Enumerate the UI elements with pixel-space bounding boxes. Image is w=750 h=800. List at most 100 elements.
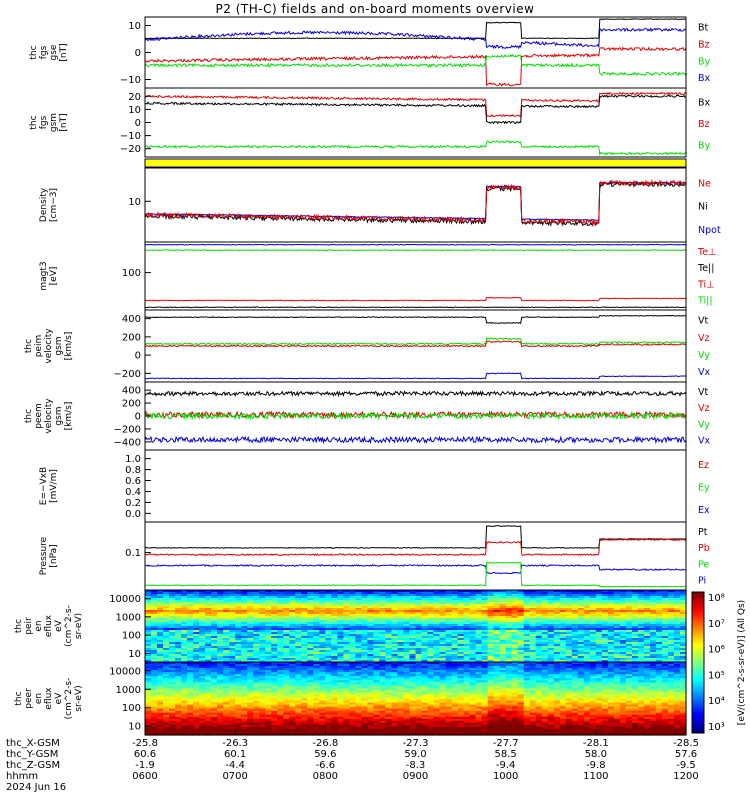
spectrogram-cell	[331, 632, 338, 635]
spectrogram-cell	[565, 600, 573, 603]
spectrogram-cell	[559, 620, 567, 623]
spectrogram-cell	[391, 678, 399, 681]
spectrogram-cell	[187, 682, 194, 685]
spectrogram-cell	[535, 624, 543, 627]
spectrogram-cell	[451, 656, 459, 659]
spectrogram-cell	[529, 656, 537, 659]
spectrogram-cell	[565, 682, 573, 685]
spectrogram-cell	[613, 670, 621, 673]
spectrogram-cell	[199, 670, 206, 673]
spectrogram-cell	[355, 648, 362, 651]
spectrogram-cell	[199, 618, 206, 621]
spectrogram-cell	[271, 642, 278, 645]
spectrogram-cell	[385, 658, 392, 661]
spectrogram-cell	[397, 606, 405, 609]
spectrogram-cell	[631, 694, 639, 697]
spectrogram-cell	[469, 658, 477, 661]
spectrogram-cell	[169, 608, 176, 611]
spectrogram-cell	[295, 634, 302, 637]
spectrogram-cell	[619, 696, 627, 700]
spectrogram-cell	[247, 590, 254, 593]
spectrogram-cell	[421, 652, 429, 655]
spectrogram-cell	[175, 640, 182, 643]
spectrogram-cell	[223, 688, 230, 691]
spectrogram-cell	[217, 686, 224, 689]
spectrogram-cell	[625, 620, 633, 623]
spectrogram-cell	[211, 700, 218, 704]
spectrogram-cell	[662, 654, 669, 657]
spectrogram-cell	[487, 676, 495, 679]
spectrogram-cell	[505, 610, 513, 613]
spectrogram-cell	[493, 680, 501, 683]
spectrogram-cell	[517, 664, 525, 667]
spectrogram-cell	[391, 672, 399, 675]
spectrogram-cell	[493, 596, 501, 599]
spectrogram-cell	[637, 600, 645, 603]
spectrogram-cell	[307, 646, 314, 649]
spectrogram-cell	[151, 692, 158, 695]
spectrogram-cell	[643, 682, 651, 685]
spectrogram-cell	[205, 608, 212, 611]
spectrogram-cell	[631, 684, 639, 687]
spectrogram-cell	[199, 652, 206, 655]
spectrogram-cell	[361, 662, 368, 665]
spectrogram-cell	[301, 590, 308, 593]
spectrogram-cell	[295, 598, 302, 601]
spectrogram-cell	[265, 684, 272, 687]
spectrogram-cell	[211, 658, 218, 661]
spectrogram-cell	[331, 692, 338, 695]
spectrogram-cell	[589, 624, 597, 627]
spectrogram-cell	[577, 628, 585, 631]
spectrogram-cell	[337, 636, 344, 639]
spectrogram-cell	[451, 636, 459, 639]
spectrogram-cell	[313, 682, 320, 685]
spectrogram-cell	[295, 626, 302, 629]
spectrogram-cell	[631, 620, 639, 623]
spectrogram-cell	[680, 664, 687, 667]
spectrogram-cell	[499, 688, 507, 691]
spectrogram-cell	[163, 688, 170, 691]
spectrogram-cell	[674, 602, 681, 605]
spectrogram-cell	[253, 640, 260, 643]
spectrogram-cell	[295, 602, 302, 605]
spectrogram-cell	[145, 596, 152, 599]
spectrogram-cell	[577, 658, 585, 661]
spectrogram-cell	[373, 640, 380, 643]
spectrogram-cell	[469, 680, 477, 683]
spectrogram-cell	[271, 604, 278, 607]
spectrogram-cell	[505, 676, 513, 679]
spectrogram-cell	[571, 606, 579, 609]
spectrogram-cell	[355, 614, 362, 617]
spectrogram-cell	[475, 636, 483, 639]
spectrogram-cell	[307, 640, 314, 643]
spectrogram-cell	[391, 604, 399, 607]
spectrogram-cell	[457, 676, 465, 679]
spectrogram-cell	[625, 592, 633, 595]
spectrogram-cell	[247, 684, 254, 687]
spectrogram-cell	[637, 594, 645, 597]
spectrogram-cell	[397, 620, 405, 623]
spectrogram-cell	[163, 690, 170, 693]
spectrogram-cell	[367, 634, 374, 637]
spectrogram-cell	[457, 668, 465, 671]
spectrogram-cell	[439, 666, 447, 669]
spectrogram-cell	[409, 604, 417, 607]
spectrogram-cell	[662, 636, 669, 639]
spectrogram-cell	[175, 616, 182, 619]
spectrogram-cell	[589, 630, 597, 633]
spectrogram-cell	[391, 642, 399, 645]
spectrogram-cell	[457, 688, 465, 691]
spectrogram-cell	[331, 658, 338, 661]
spectrogram-cell	[649, 698, 657, 702]
spectrogram-cell	[589, 650, 597, 653]
spectrogram-cell	[668, 678, 675, 681]
spectrogram-cell	[169, 616, 176, 619]
spectrogram-cell	[607, 674, 615, 677]
spectrogram-cell	[511, 684, 519, 687]
spectrogram-cell	[409, 610, 417, 613]
spectrogram-cell	[662, 630, 669, 633]
spectrogram-cell	[409, 642, 417, 645]
spectrogram-cell	[571, 672, 579, 675]
spectrogram-cell	[547, 600, 555, 603]
spectrogram-cell	[229, 686, 236, 689]
